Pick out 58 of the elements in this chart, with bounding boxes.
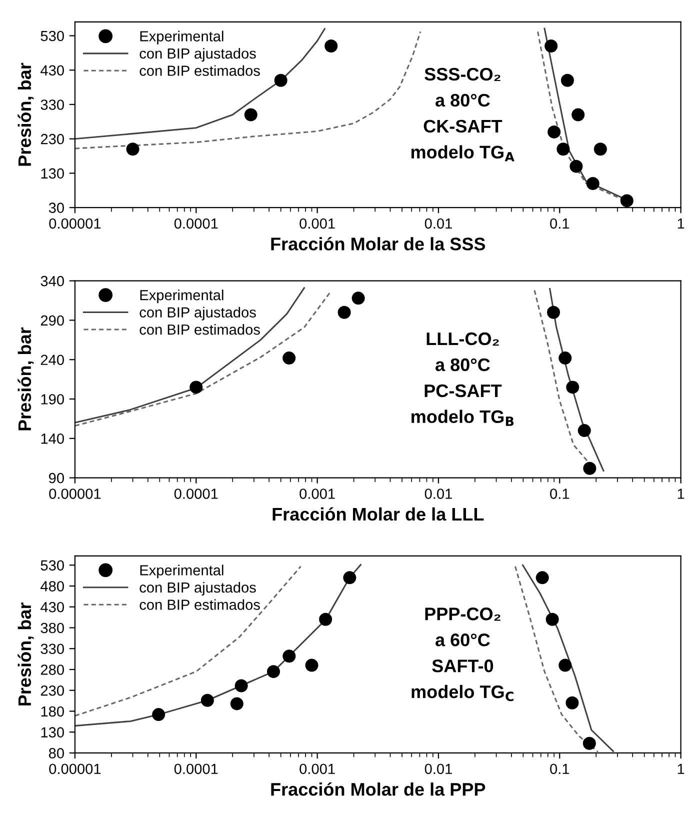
x-tick-label: 1	[678, 488, 684, 499]
legend-label: con BIP ajustados	[140, 306, 256, 320]
y-tick-label: 190	[41, 394, 64, 404]
x-tick-label: 0.001	[300, 488, 335, 499]
y-axis-title: Presión, bar	[18, 62, 34, 166]
y-tick-label: 480	[40, 581, 64, 592]
y-tick-label: 290	[40, 315, 64, 326]
x-tick-label: 0.01	[424, 764, 452, 774]
y-tick-label: 280	[40, 664, 64, 675]
y-tick-label: 180	[41, 706, 64, 717]
y-tick-label: 380	[40, 622, 64, 634]
legend-label: con BIP estimados	[140, 65, 260, 76]
legend-label: con BIP ajustados	[140, 48, 256, 62]
x-tick-label: 1	[678, 764, 684, 774]
annotation: PPP-CO₂ a 60°C SAFT-0 modelo TG$_{C}$	[412, 608, 514, 702]
legend-label: con BIP estimados	[140, 599, 260, 610]
y-tick-label: 130	[41, 727, 64, 738]
x-tick-label: 0.1	[550, 218, 570, 229]
y-tick-label: 240	[40, 354, 64, 366]
x-tick-label: 0.01	[424, 218, 452, 229]
y-tick-label: 230	[40, 134, 64, 144]
x-tick-label: 0.01	[424, 488, 452, 499]
y-tick-label: 430	[40, 65, 64, 76]
y-tick-label: 90	[49, 472, 64, 484]
x-tick-label: 0.00001	[49, 764, 101, 774]
y-tick-label: 30	[48, 202, 64, 213]
x-tick-label: 0.001	[300, 764, 335, 774]
y-tick-label: 130	[41, 168, 64, 179]
y-axis-title: Presión, bar	[18, 327, 34, 430]
y-axis-title: Presión, bar	[18, 602, 34, 706]
y-tick-label: 140	[41, 434, 64, 444]
x-tick-label: 0.0001	[174, 218, 218, 229]
x-tick-label: 0.1	[550, 764, 570, 774]
legend-label: con BIP ajustados	[140, 582, 256, 596]
x-axis-title: Fracción Molar de la LLL	[272, 507, 484, 521]
legend-label: Experimental	[140, 30, 224, 44]
legend-label: Experimental	[140, 564, 224, 578]
y-tick-label: 80	[48, 748, 64, 758]
y-tick-label: 230	[40, 685, 64, 696]
y-tick-label: 330	[40, 644, 64, 654]
x-tick-label: 1	[678, 218, 684, 229]
x-axis-title: Fracción Molar de la SSS	[271, 236, 486, 250]
annotation: LLL-CO₂ a 80°C PC-SAFT modelo TG$_{B}$	[412, 332, 514, 426]
y-tick-label: 430	[40, 602, 64, 612]
x-tick-label: 0.00001	[49, 218, 101, 229]
y-tick-label: 530	[40, 560, 64, 571]
legend-label: Experimental	[140, 290, 224, 304]
x-tick-label: 0.0001	[174, 764, 218, 774]
x-axis-title: Fracción Molar de la PPP	[271, 782, 486, 796]
y-tick-label: 330	[40, 100, 64, 110]
x-tick-label: 0.00001	[49, 488, 101, 499]
x-tick-label: 0.0001	[174, 488, 218, 499]
legend-label: con BIP estimados	[140, 324, 260, 335]
y-tick-label: 530	[40, 30, 64, 42]
y-tick-label: 340	[40, 276, 64, 286]
x-tick-label: 0.001	[300, 218, 335, 229]
annotation: SSS-CO₂ a 80°C CK-SAFT modelo TG$_{A}$	[411, 68, 514, 162]
x-tick-label: 0.1	[550, 488, 570, 499]
